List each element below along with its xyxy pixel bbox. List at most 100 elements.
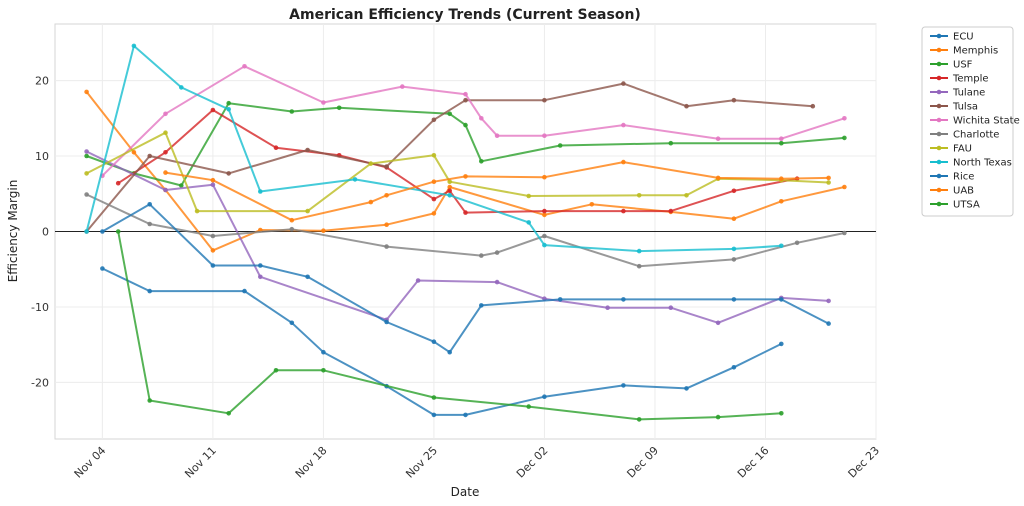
legend-label: ECU <box>953 32 974 43</box>
legend-label: North Texas <box>953 158 1012 169</box>
data-point-north-texas <box>447 193 453 198</box>
data-point-rice <box>557 297 563 302</box>
data-point-north-texas <box>131 43 137 49</box>
data-point-rice <box>147 202 152 207</box>
legend-label: Temple <box>952 74 989 85</box>
data-point-fau <box>194 208 200 214</box>
data-point-wichita-state <box>479 116 484 121</box>
series-layer <box>84 43 847 422</box>
data-point-charlotte <box>289 226 295 232</box>
data-point-charlotte <box>731 257 737 262</box>
data-point-fau <box>526 193 531 199</box>
data-point-tulsa <box>542 97 547 103</box>
data-point-temple <box>431 196 437 202</box>
data-point-rice <box>305 274 310 280</box>
series-uab <box>163 159 831 223</box>
legend-marker <box>936 187 942 193</box>
data-point-fau <box>368 161 374 166</box>
data-point-tulsa <box>384 164 389 169</box>
data-point-tulane <box>258 274 263 280</box>
data-point-north-texas <box>636 248 642 254</box>
data-point-memphis <box>131 150 137 155</box>
data-point-rice <box>258 263 263 268</box>
data-point-charlotte <box>384 244 389 249</box>
data-point-usf <box>226 100 231 106</box>
data-point-fau <box>636 193 642 198</box>
series-rice <box>100 202 831 355</box>
data-point-uab <box>826 175 831 181</box>
data-point-north-texas <box>84 229 89 234</box>
data-point-rice <box>731 297 737 302</box>
data-point-tulsa <box>684 103 689 109</box>
legend-label: Charlotte <box>953 130 999 141</box>
legend-label: FAU <box>953 144 972 155</box>
data-point-memphis <box>589 202 595 207</box>
data-point-usf <box>479 159 484 164</box>
data-point-rice <box>100 229 105 234</box>
legend-marker <box>936 201 942 207</box>
data-point-fau <box>163 130 168 135</box>
legend-marker <box>936 131 942 137</box>
data-point-fau <box>826 180 831 185</box>
series-line-north-texas <box>85 44 782 253</box>
data-point-temple <box>542 208 547 214</box>
legend-label: Rice <box>953 172 974 183</box>
data-point-ecu <box>463 412 468 418</box>
data-point-memphis <box>210 248 216 253</box>
data-point-temple <box>621 208 626 214</box>
data-point-ecu <box>684 386 689 391</box>
data-point-uab <box>715 175 721 181</box>
data-point-utsa <box>431 395 437 400</box>
data-point-charlotte <box>84 192 89 197</box>
data-point-north-texas <box>779 243 784 249</box>
x-tick-label: Dec 23 <box>846 444 883 481</box>
legend-item-wichita-state: Wichita State <box>930 116 1020 127</box>
legend-marker <box>936 159 942 165</box>
data-point-usf <box>842 135 847 141</box>
x-axis-ticks: Nov 04 Nov 11 Nov 18 Nov 25 Dec 02 Dec 09 Dec … <box>72 444 882 481</box>
legend-label: Tulane <box>952 88 985 99</box>
data-point-ecu <box>242 288 247 294</box>
series-north-texas <box>84 43 784 254</box>
legend-marker <box>936 173 942 179</box>
legend-marker <box>936 33 942 39</box>
legend-label: Memphis <box>953 46 998 57</box>
data-point-uab <box>779 176 784 181</box>
series-charlotte <box>84 192 847 269</box>
series-wichita-state <box>100 64 847 178</box>
data-point-memphis <box>431 211 437 216</box>
series-line-rice <box>101 203 830 354</box>
data-point-tulsa <box>810 103 816 109</box>
data-point-tulsa <box>621 81 626 86</box>
data-point-utsa <box>147 398 152 403</box>
series-utsa <box>115 229 784 422</box>
data-point-temple <box>115 180 121 186</box>
x-axis-label: Date <box>451 485 480 499</box>
y-axis-ticks: -20 -10 0 10 20 <box>31 75 49 390</box>
data-point-ecu <box>100 266 105 271</box>
legend-marker <box>936 89 942 95</box>
y-tick-label: -10 <box>31 301 49 314</box>
data-point-utsa <box>715 414 721 420</box>
data-point-usf <box>447 111 453 117</box>
data-point-ecu <box>542 394 547 400</box>
series-line-tulsa <box>85 82 813 233</box>
data-point-memphis <box>731 216 737 221</box>
series-usf <box>84 100 847 188</box>
data-point-uab <box>431 179 437 184</box>
data-point-rice <box>447 349 453 355</box>
data-point-memphis <box>84 89 89 95</box>
data-point-ecu <box>289 320 295 326</box>
legend-marker <box>936 117 942 123</box>
data-point-uab <box>542 174 547 180</box>
legend-item-memphis: Memphis <box>930 46 998 57</box>
series-ecu <box>100 266 784 418</box>
data-point-tulane <box>494 279 500 285</box>
data-point-rice <box>431 339 437 345</box>
legend-item-north-texas: North Texas <box>930 158 1012 169</box>
data-point-temple <box>210 107 216 113</box>
data-point-charlotte <box>479 253 484 258</box>
data-point-memphis <box>321 228 326 233</box>
data-point-wichita-state <box>463 91 468 97</box>
x-tick-label: Dec 02 <box>514 444 551 481</box>
